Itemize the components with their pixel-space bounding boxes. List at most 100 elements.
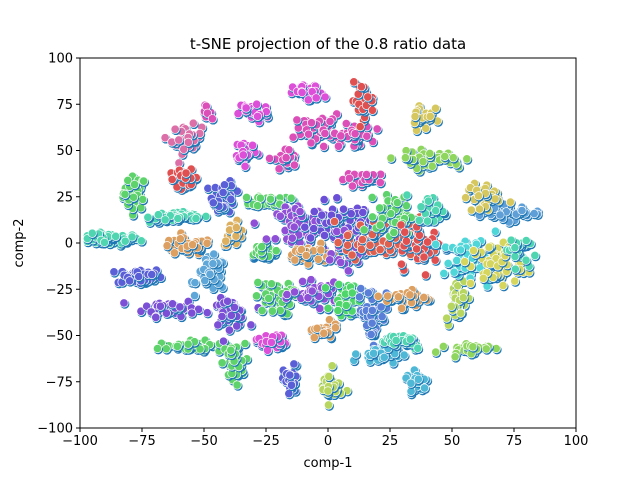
scatter-point xyxy=(452,255,462,266)
scatter-point xyxy=(136,236,146,246)
scatter-point xyxy=(111,231,121,241)
scatter-point xyxy=(317,210,327,220)
scatter-point xyxy=(226,194,236,204)
scatter-point xyxy=(181,168,191,178)
scatter-point xyxy=(439,268,449,279)
scatter-point xyxy=(120,189,130,199)
scatter-point xyxy=(120,236,130,246)
scatter-point xyxy=(377,312,387,322)
scatter-point xyxy=(125,276,135,286)
scatter-point xyxy=(223,296,233,306)
scatter-point xyxy=(367,212,378,222)
scatter-point xyxy=(161,308,171,318)
scatter-point xyxy=(201,211,211,221)
scatter-point xyxy=(233,109,243,119)
scatter-point xyxy=(208,198,218,208)
scatter-point xyxy=(241,103,251,113)
scatter-point xyxy=(229,302,240,312)
scatter-point xyxy=(475,204,485,214)
scatter-point xyxy=(325,255,335,265)
scatter-point xyxy=(160,215,170,225)
scatter-point xyxy=(270,234,280,244)
scatter-point xyxy=(221,236,231,246)
scatter-point xyxy=(423,237,433,247)
scatter-point xyxy=(462,154,472,164)
scatter-point xyxy=(468,342,478,352)
scatter-point xyxy=(191,213,201,224)
scatter-point xyxy=(356,244,367,254)
scatter-point xyxy=(344,173,354,183)
scatter-point xyxy=(219,180,230,190)
scatter-point xyxy=(160,133,170,143)
scatter-point xyxy=(529,209,539,219)
scatter-point xyxy=(372,124,382,134)
scatter-point xyxy=(172,341,182,351)
scatter-point xyxy=(207,114,217,124)
scatter-point xyxy=(442,313,452,323)
scatter-point xyxy=(265,153,275,164)
scatter-point xyxy=(383,291,393,301)
scatter-point xyxy=(119,298,129,308)
scatter-point xyxy=(183,339,193,349)
scatter-point xyxy=(266,279,277,289)
scatter-point xyxy=(397,303,407,313)
scatter-point xyxy=(438,341,448,351)
scatter-point xyxy=(343,230,353,241)
scatter-point xyxy=(440,151,450,161)
scatter-point xyxy=(361,169,372,180)
cluster-0 xyxy=(118,171,150,221)
y-tick-label: 25 xyxy=(56,190,73,205)
cluster-16 xyxy=(232,139,264,173)
scatter-point xyxy=(521,255,531,265)
scatter-point xyxy=(367,305,377,315)
scatter-point xyxy=(332,226,342,237)
scatter-point xyxy=(319,141,329,152)
scatter-point xyxy=(167,174,177,184)
cluster-10 xyxy=(187,249,228,302)
scatter-point xyxy=(413,343,423,353)
scatter-point xyxy=(347,250,357,260)
scatter-point xyxy=(334,279,344,289)
scatter-point xyxy=(208,259,218,269)
scatter-point xyxy=(484,242,494,252)
y-tick-label: 100 xyxy=(48,52,73,67)
cluster-11 xyxy=(203,176,243,218)
scatter-point xyxy=(170,124,180,134)
scatter-point xyxy=(175,234,185,244)
scatter-point xyxy=(313,254,323,264)
scatter-point xyxy=(298,276,308,286)
scatter-point xyxy=(393,292,404,302)
scatter-point xyxy=(316,245,326,255)
cluster-21 xyxy=(251,330,291,357)
scatter-point xyxy=(151,312,161,322)
scatter-point xyxy=(420,270,431,280)
scatter-point xyxy=(419,292,429,303)
scatter-point xyxy=(401,236,412,246)
scatter-point xyxy=(431,239,441,249)
scatter-point xyxy=(521,236,531,246)
scatter-point xyxy=(357,235,367,245)
scatter-point xyxy=(333,238,343,248)
scatter-point xyxy=(355,122,365,132)
scatter-point xyxy=(481,344,491,354)
scatter-point xyxy=(358,207,368,218)
scatter-point xyxy=(431,206,441,216)
scatter-point xyxy=(205,269,215,279)
scatter-point xyxy=(202,238,212,248)
scatter-point xyxy=(363,288,373,298)
x-axis-label: comp-1 xyxy=(304,456,353,471)
scatter-point xyxy=(389,228,399,238)
scatter-point xyxy=(423,196,433,206)
scatter-point xyxy=(147,270,157,280)
scatter-point xyxy=(490,226,501,236)
cluster-13 xyxy=(202,293,264,347)
scatter-point xyxy=(267,306,277,316)
scatter-point xyxy=(252,201,263,211)
scatter-point xyxy=(379,352,389,362)
y-tick-label: 50 xyxy=(56,144,73,159)
scatter-point xyxy=(289,222,299,232)
scatter-point xyxy=(252,99,262,109)
scatter-point xyxy=(266,194,276,204)
cluster-22 xyxy=(278,359,302,400)
scatter-point xyxy=(325,116,335,126)
